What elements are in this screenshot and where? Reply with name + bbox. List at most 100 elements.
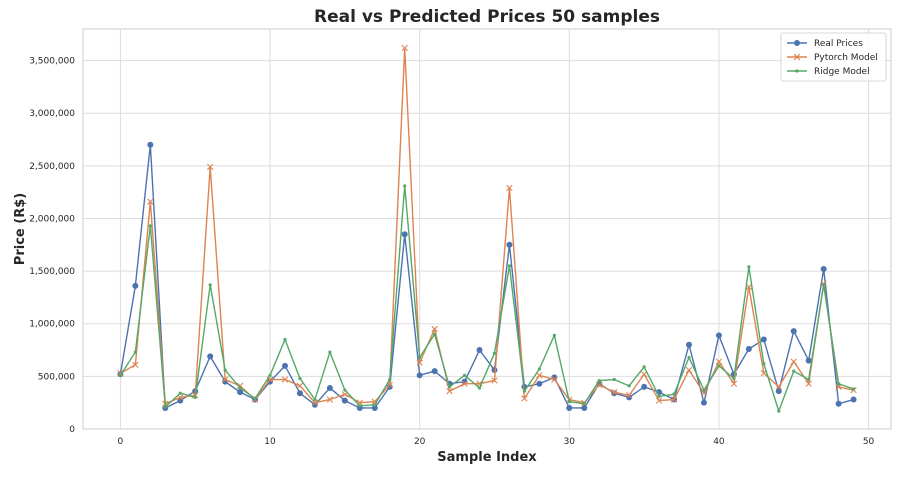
data-point bbox=[476, 347, 483, 354]
x-tick-label: 20 bbox=[414, 437, 426, 447]
data-point bbox=[206, 163, 214, 171]
data-point bbox=[298, 376, 302, 381]
data-point bbox=[685, 366, 693, 374]
data-point bbox=[461, 380, 468, 387]
data-point bbox=[147, 141, 154, 148]
data-point bbox=[760, 336, 767, 343]
data-point bbox=[507, 264, 512, 268]
data-point bbox=[343, 388, 347, 392]
data-point bbox=[747, 265, 751, 269]
data-point bbox=[208, 283, 212, 287]
x-tick-label: 0 bbox=[118, 437, 124, 447]
data-point bbox=[178, 391, 182, 395]
data-point bbox=[358, 404, 362, 408]
data-point bbox=[148, 224, 152, 228]
data-point bbox=[268, 373, 272, 377]
data-point bbox=[745, 346, 752, 352]
data-point bbox=[610, 388, 618, 396]
data-point bbox=[281, 376, 289, 383]
data-point bbox=[687, 355, 691, 360]
y-tick-label: 1,000,000 bbox=[29, 320, 75, 330]
data-point bbox=[670, 396, 678, 403]
y-tick-label: 0 bbox=[69, 425, 75, 435]
data-point bbox=[238, 386, 242, 390]
data-point bbox=[326, 396, 334, 403]
data-point bbox=[775, 383, 782, 391]
data-point bbox=[582, 402, 586, 406]
chart-title: Real vs Predicted Prices 50 samples bbox=[314, 7, 660, 27]
data-point bbox=[536, 380, 543, 387]
data-point bbox=[732, 376, 736, 381]
data-point bbox=[221, 376, 229, 383]
data-point bbox=[521, 395, 528, 402]
y-tick-label: 2,500,000 bbox=[29, 162, 75, 172]
series-lines bbox=[117, 44, 857, 413]
y-tick-label: 3,000,000 bbox=[29, 109, 75, 119]
legend: Real Prices Pytorch Model Ridge Model bbox=[780, 32, 887, 82]
data-point bbox=[328, 350, 332, 354]
legend-item: Real Prices bbox=[787, 39, 863, 49]
data-point bbox=[147, 198, 154, 205]
x-tick-label: 30 bbox=[564, 437, 576, 447]
data-point bbox=[296, 382, 304, 390]
y-tick-label: 1,500,000 bbox=[29, 267, 75, 277]
data-point bbox=[537, 367, 541, 371]
data-point bbox=[253, 396, 257, 401]
data-point bbox=[822, 283, 826, 287]
data-point bbox=[851, 387, 856, 391]
series-line bbox=[120, 47, 854, 405]
data-point bbox=[341, 397, 348, 404]
data-point bbox=[715, 332, 722, 339]
data-point bbox=[657, 394, 661, 398]
data-point bbox=[581, 404, 588, 411]
data-point bbox=[807, 377, 811, 382]
data-point bbox=[193, 395, 197, 400]
data-point bbox=[311, 399, 319, 406]
legend-label: Ridge Model bbox=[814, 67, 870, 77]
data-point bbox=[431, 325, 438, 333]
data-point bbox=[775, 388, 782, 395]
data-point bbox=[132, 361, 139, 368]
series-line bbox=[119, 185, 854, 412]
data-point bbox=[388, 377, 392, 382]
data-point bbox=[433, 332, 437, 336]
data-point bbox=[401, 231, 408, 238]
data-point bbox=[850, 396, 857, 403]
data-point bbox=[626, 394, 633, 401]
data-point bbox=[296, 390, 303, 397]
data-point bbox=[431, 368, 438, 375]
legend-item: Ridge Model bbox=[787, 67, 870, 77]
data-point bbox=[790, 358, 797, 365]
data-point bbox=[837, 382, 841, 386]
data-point bbox=[597, 378, 601, 383]
data-point bbox=[790, 328, 797, 335]
data-point bbox=[552, 333, 556, 337]
y-axis-label: Price (R$) bbox=[13, 193, 28, 265]
data-point bbox=[371, 398, 378, 405]
data-point bbox=[641, 383, 648, 390]
data-point bbox=[777, 409, 781, 413]
data-point bbox=[762, 362, 766, 366]
tick-labels: 0 500,000 1,000,000 1,500,000 2,000,000 2,500… bbox=[29, 57, 874, 447]
data-point bbox=[386, 383, 393, 390]
data-point bbox=[236, 382, 244, 390]
data-point bbox=[371, 404, 378, 411]
data-point bbox=[536, 372, 543, 379]
data-point bbox=[792, 369, 796, 373]
data-point bbox=[642, 365, 646, 369]
data-point bbox=[805, 357, 812, 364]
data-point bbox=[223, 368, 227, 372]
data-point bbox=[506, 241, 513, 248]
data-point bbox=[118, 373, 123, 377]
data-point bbox=[522, 389, 527, 393]
data-point bbox=[133, 350, 137, 354]
data-point bbox=[566, 404, 573, 411]
data-point bbox=[446, 387, 453, 395]
data-point bbox=[418, 355, 422, 360]
x-axis-label: Sample Index bbox=[437, 450, 537, 465]
data-point bbox=[612, 377, 616, 382]
series-line bbox=[119, 144, 854, 409]
data-point bbox=[805, 380, 812, 387]
y-tick-label: 3,500,000 bbox=[29, 57, 75, 67]
data-point bbox=[283, 337, 287, 342]
